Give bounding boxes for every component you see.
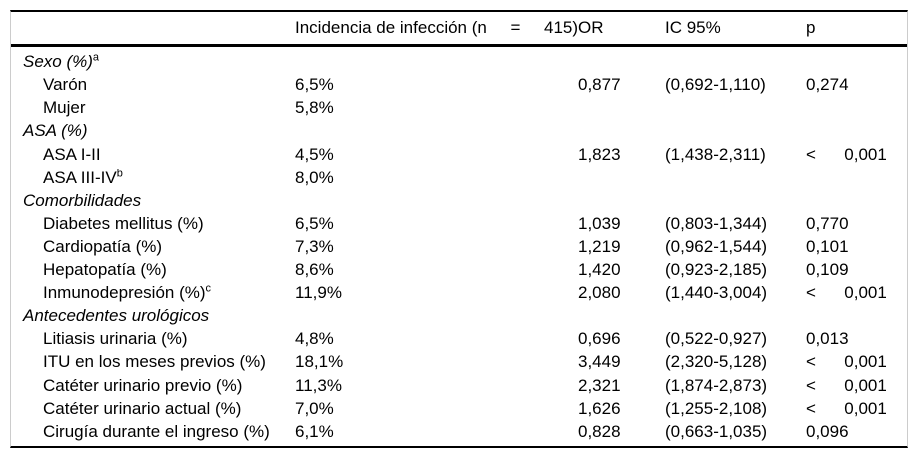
header-or-cell: OR (578, 18, 604, 37)
row-label: Varón (43, 76, 88, 95)
cell-ci: (0,803-1,344) (665, 214, 768, 233)
cell-ci: (1,874-2,873) (665, 376, 768, 395)
table-row: Cardiopatía (%) 7,3% 1,219 (0,962-1,544) 0,1… (11, 236, 907, 259)
cell-p: 0,770 (806, 214, 849, 233)
cell-or: 0,828 (578, 422, 621, 441)
row-label: Catéter urinario actual (%) (43, 399, 242, 418)
header-incidence-cell: Incidencia de infección (n = 415) (295, 18, 578, 37)
table-row: Cirugía durante el ingreso (%) 6,1% 0,828 (… (11, 421, 907, 444)
row-label: Sexo (%)a (23, 53, 100, 72)
cell-or: 2,080 (578, 284, 621, 303)
cell-incidence: 6,5% (295, 76, 334, 95)
cell-p: 0,101 (806, 237, 849, 256)
cell-or: 1,823 (578, 145, 621, 164)
cell-ci: (1,255-2,108) (665, 399, 768, 418)
cell-p: < 0,001 (806, 399, 887, 418)
cell-ci: (2,320-5,128) (665, 353, 768, 372)
cell-incidence: 18,1% (295, 353, 344, 372)
header-p-cell: p (806, 18, 816, 37)
cell-incidence: 4,5% (295, 145, 334, 164)
cell-or: 2,321 (578, 376, 621, 395)
cell-or: 1,420 (578, 261, 621, 280)
header-ci-cell: IC 95% (665, 18, 721, 37)
row-label: ITU en los meses previos (%) (43, 353, 266, 372)
cell-ci: (1,438-2,311) (665, 145, 766, 164)
table-row: Hepatopatía (%) 8,6% 1,420 (0,923-2,185) 0,1… (11, 259, 907, 282)
cell-or: 1,626 (578, 399, 621, 418)
cell-ci: (0,923-2,185) (665, 261, 768, 280)
row-label: Comorbilidades (23, 191, 142, 210)
cell-incidence: 5,8% (295, 99, 334, 118)
table-row: Varón 6,5% 0,877 (0,692-1,110) 0,274 (11, 74, 907, 97)
cell-ci: (0,692-1,110) (665, 76, 766, 95)
table-row: ASA I-II 4,5% 1,823 (1,438-2,311) < 0,001 (11, 143, 907, 166)
table-row: ASA III-IVb 8,0% (11, 166, 907, 189)
table-row: Catéter urinario previo (%) 11,3% 2,321 (1,… (11, 374, 907, 397)
row-label: ASA (%) (23, 122, 88, 141)
table-row: Diabetes mellitus (%) 6,5% 1,039 (0,803-1,3… (11, 213, 907, 236)
row-label: Cardiopatía (%) (43, 237, 163, 256)
section-row: Sexo (%)a (11, 51, 907, 74)
table-body: Sexo (%)a Varón 6,5% 0,877 (0,692-1,110) 0,27… (11, 47, 907, 446)
cell-p: < 0,001 (806, 376, 887, 395)
row-label: Hepatopatía (%) (43, 261, 167, 280)
cell-p: < 0,001 (806, 145, 887, 164)
table-row: Mujer 5,8% (11, 97, 907, 120)
cell-incidence: 11,9% (295, 284, 342, 303)
table-row: Catéter urinario actual (%) 7,0% 1,626 (1,2… (11, 397, 907, 420)
cell-ci: (0,962-1,544) (665, 237, 768, 256)
row-label: Inmunodepresión (%)c (43, 284, 212, 303)
cell-p: 0,096 (806, 422, 849, 441)
table-row: ITU en los meses previos (%) 18,1% 3,449 (2… (11, 351, 907, 374)
section-row: Antecedentes urológicos (11, 305, 907, 328)
footnote-marker: c (205, 284, 212, 295)
row-label: Catéter urinario previo (%) (43, 376, 243, 395)
cell-ci: (0,663-1,035) (665, 422, 768, 441)
table-row: Litiasis urinaria (%) 4,8% 0,696 (0,522-0,9… (11, 328, 907, 351)
cell-p: 0,109 (806, 261, 849, 280)
row-label: ASA III-IVb (43, 168, 123, 187)
row-label: Diabetes mellitus (%) (43, 214, 204, 233)
row-label: Mujer (43, 99, 86, 118)
row-label: Litiasis urinaria (%) (43, 330, 188, 349)
row-label: Antecedentes urológicos (23, 307, 210, 326)
row-label: ASA I-II (43, 145, 101, 164)
results-table: Incidencia de infección (n = 415) OR IC … (10, 10, 908, 448)
cell-incidence: 4,8% (295, 330, 334, 349)
row-label: Cirugía durante el ingreso (%) (43, 422, 270, 441)
cell-incidence: 7,3% (295, 237, 334, 256)
section-row: ASA (%) (11, 120, 907, 143)
cell-incidence: 6,1% (295, 422, 334, 441)
cell-p: < 0,001 (806, 284, 887, 303)
footnote-marker: b (116, 168, 123, 180)
cell-incidence: 8,0% (295, 168, 334, 187)
cell-incidence: 8,6% (295, 261, 334, 280)
cell-ci: (1,440-3,004) (665, 284, 768, 303)
cell-ci: (0,522-0,927) (665, 330, 768, 349)
cell-or: 1,219 (578, 237, 621, 256)
table-header-row: Incidencia de infección (n = 415) OR IC … (11, 12, 907, 47)
cell-or: 0,877 (578, 76, 621, 95)
table-row: Inmunodepresión (%)c 11,9% 2,080 (1,440-3,0… (11, 282, 907, 305)
cell-incidence: 11,3% (295, 376, 342, 395)
cell-p: 0,013 (806, 330, 849, 349)
cell-or: 0,696 (578, 330, 621, 349)
cell-p: 0,274 (806, 76, 849, 95)
cell-p: < 0,001 (806, 353, 887, 372)
cell-or: 3,449 (578, 353, 621, 372)
cell-incidence: 7,0% (295, 399, 334, 418)
section-row: Comorbilidades (11, 190, 907, 213)
footnote-marker: a (92, 53, 100, 64)
cell-incidence: 6,5% (295, 214, 334, 233)
cell-or: 1,039 (578, 214, 621, 233)
